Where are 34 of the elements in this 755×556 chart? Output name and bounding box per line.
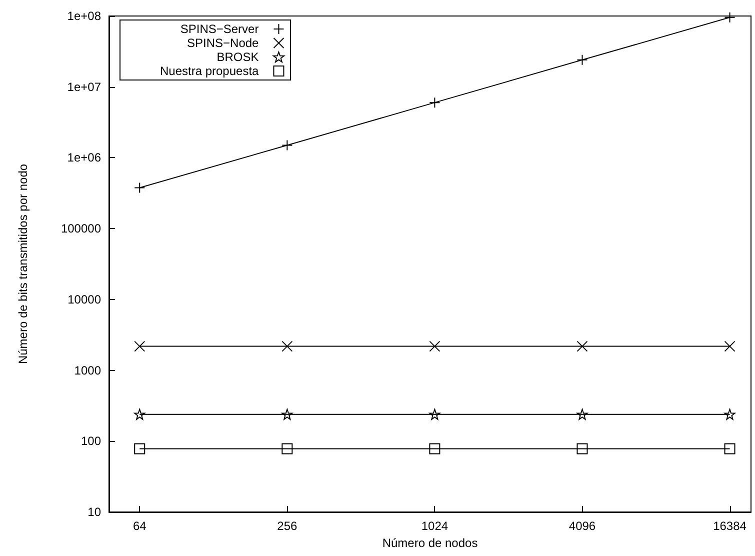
legend-label: SPINS−Server — [180, 22, 259, 36]
point — [134, 340, 146, 352]
x-tick-label: 64 — [132, 519, 147, 533]
legend-label: BROSK — [216, 50, 259, 64]
point — [429, 408, 440, 420]
point — [134, 408, 146, 420]
legend-label: SPINS−Node — [187, 36, 260, 50]
y-tick-label: 100000 — [60, 222, 102, 236]
point — [282, 443, 293, 454]
x-tick-label: 16384 — [713, 519, 747, 533]
point — [724, 443, 736, 454]
x-tick-label: 4096 — [568, 519, 596, 533]
point — [724, 408, 736, 420]
point — [282, 408, 293, 420]
y-tick-label: 1e+08 — [67, 9, 102, 23]
y-tick-label: 1000 — [74, 363, 102, 378]
y-tick-label: 10000 — [68, 292, 102, 306]
x-axis-title: Número de nodos — [382, 536, 478, 550]
y-tick-label: 1e+06 — [67, 150, 102, 165]
y-tick-label: 1e+07 — [67, 80, 102, 94]
point — [576, 340, 588, 352]
point — [429, 340, 440, 352]
point — [282, 340, 293, 352]
point — [724, 340, 736, 352]
y-tick-label: 100 — [80, 434, 102, 448]
x-tick-label: 256 — [277, 519, 298, 533]
point — [576, 443, 588, 454]
y-tick-label: 10 — [88, 505, 102, 519]
point — [576, 408, 588, 420]
x-tick-label: 1024 — [421, 519, 448, 533]
legend-label: Nuestra propuesta — [160, 64, 260, 78]
y-axis-title: Número de bits transmitidos por nodo — [16, 164, 30, 364]
point — [134, 443, 146, 454]
point — [429, 443, 440, 454]
